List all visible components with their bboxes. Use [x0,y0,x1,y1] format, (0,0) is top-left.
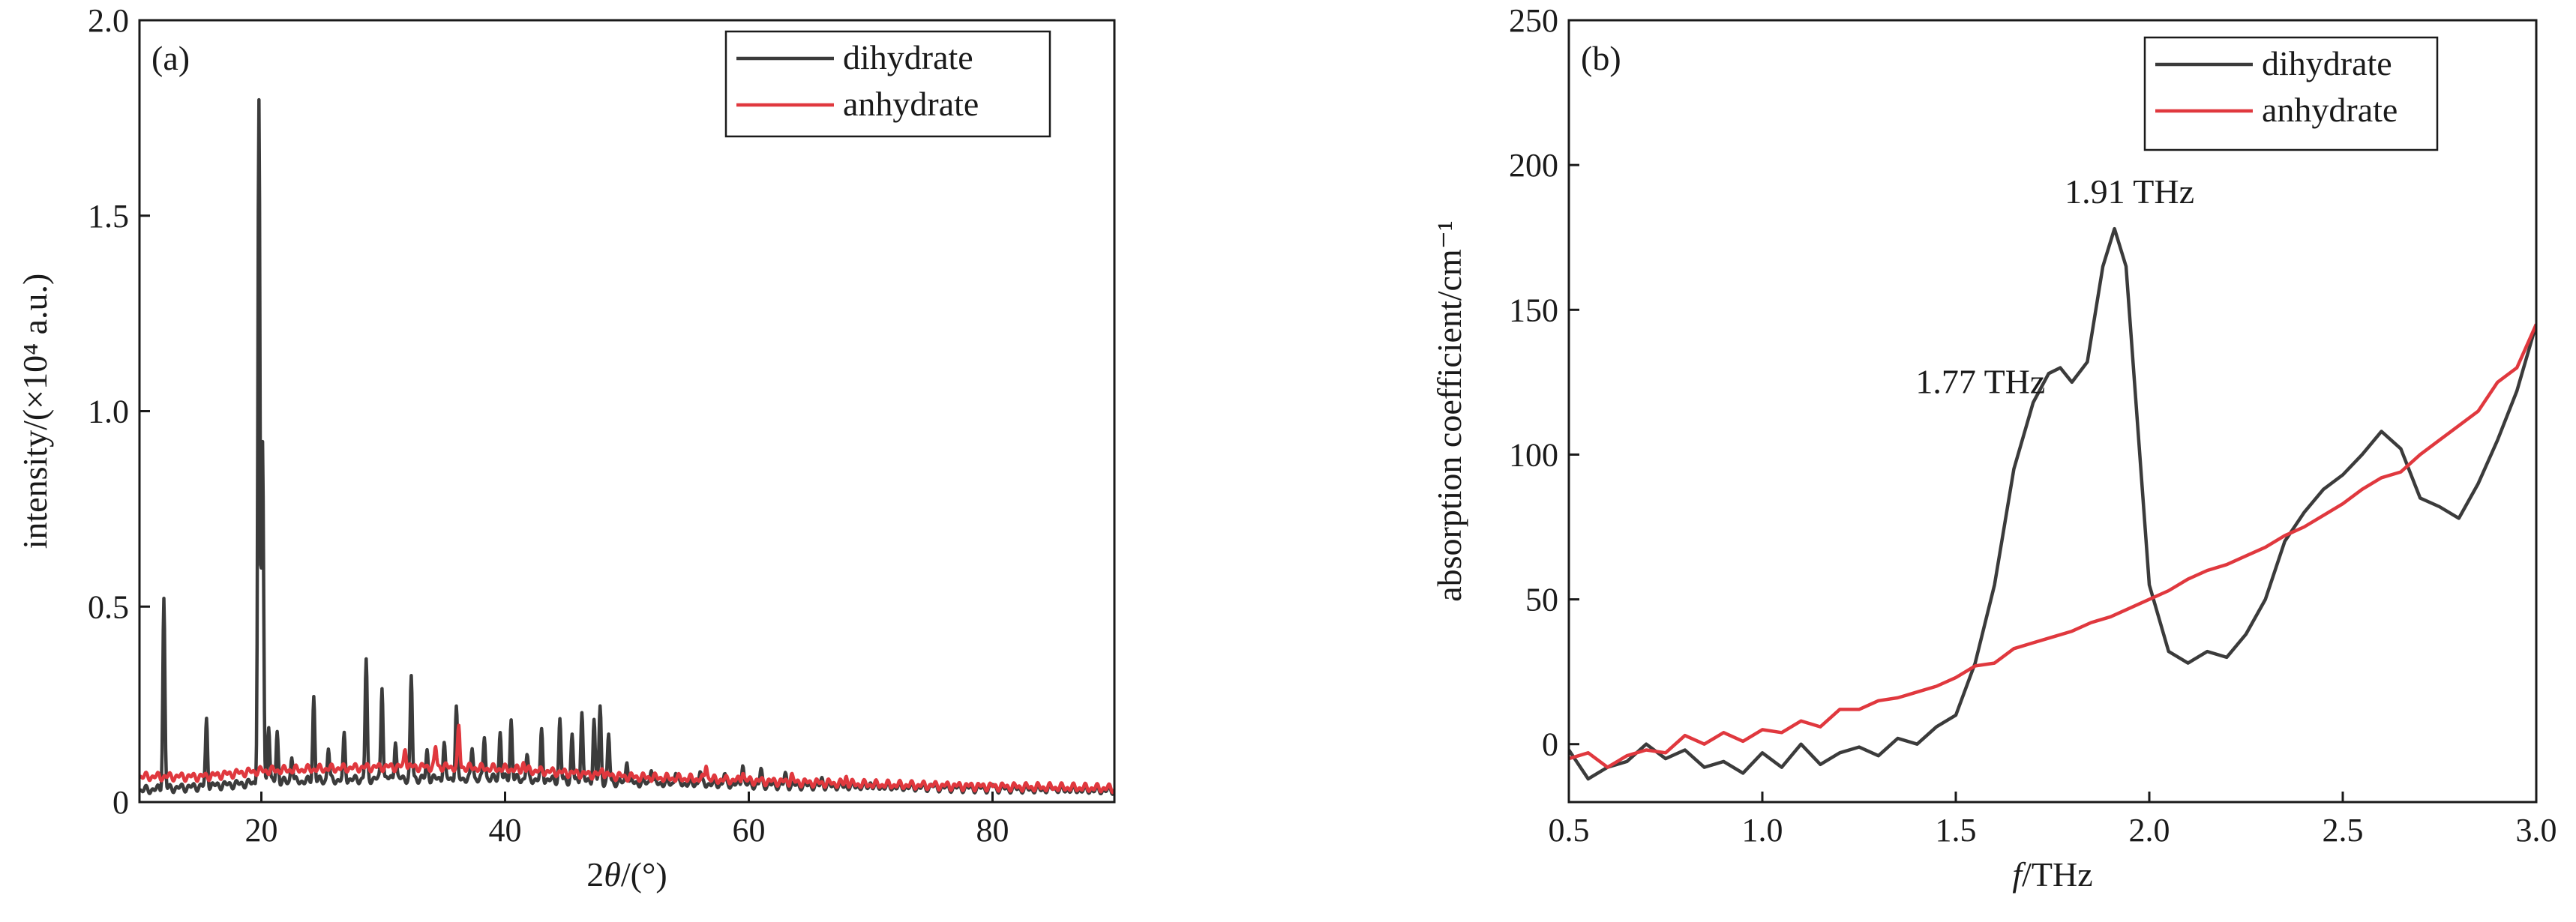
series-line-dihydrate [1569,226,2536,781]
x-axis-label-part: 2 [586,855,604,894]
panel-a: 20 40 60 80 0 0.5 1.0 1.5 2.0 2θ/(°) intensity/(×1… [16,2,1116,894]
y-tick-label: 0.5 [88,588,129,625]
peak-annotation: 1.77 THz [1915,363,2045,401]
y-tick-label: 0 [1542,726,1558,763]
series-line-anhydrate [1569,323,2536,769]
y-tick-label: 1.5 [88,198,129,235]
legend-label-anhydrate: anhydrate [2262,91,2398,129]
x-axis-label-part: /(°) [621,855,667,894]
x-tick-label: 1.5 [1936,812,1977,849]
y-tick-label: 50 [1525,582,1558,618]
legend: dihydrate anhydrate [724,30,1051,138]
y-tick-label: 0 [112,784,129,821]
x-axis-label: 2θ/(°) [586,855,667,894]
legend-label-anhydrate: anhydrate [843,85,979,123]
y-tick-label: 200 [1509,147,1558,184]
panel-label: (b) [1581,39,1621,77]
legend-label-dihydrate: dihydrate [2262,44,2392,82]
legend-box [724,30,1051,138]
x-axis-label-part: θ [604,855,621,894]
panel-label: (a) [151,39,190,77]
x-tick-label: 40 [489,812,522,849]
x-tick-label: 0.5 [1549,812,1590,849]
panel-b: 0.5 1.0 1.5 2.0 2.5 3.0 0 50 100 150 200 250 f/THz ab… [1430,2,2557,894]
x-tick-label: 60 [733,812,766,849]
series-line-anhydrate [139,723,1114,795]
y-tick-label: 1.0 [88,394,129,430]
x-tick-label: 2.5 [2323,812,2364,849]
y-tick-label: 150 [1509,292,1558,328]
legend: dihydrate anhydrate [2143,36,2439,151]
y-axis-label: absorption coefficient/cm⁻¹ [1430,220,1468,602]
y-tick-label: 2.0 [88,2,129,39]
series-line-dihydrate [139,97,1114,796]
legend-box [2143,36,2439,151]
y-tick-label: 250 [1509,2,1558,39]
legend-label-dihydrate: dihydrate [843,38,973,76]
x-tick-label: 2.0 [2129,812,2170,849]
x-axis-label: f/THz [2012,855,2092,894]
x-tick-label: 1.0 [1742,812,1783,849]
x-tick-label: 3.0 [2516,812,2557,849]
x-axis-label-part: /THz [2022,855,2093,894]
plot-frame [138,19,1116,804]
y-axis-label: intensity/(×10⁴ a.u.) [16,274,54,549]
y-tick-label: 100 [1509,436,1558,473]
peak-annotation: 1.91 THz [2065,172,2194,211]
x-tick-label: 20 [245,812,278,849]
x-tick-label: 80 [976,812,1009,849]
plot-frame [1567,19,2538,804]
